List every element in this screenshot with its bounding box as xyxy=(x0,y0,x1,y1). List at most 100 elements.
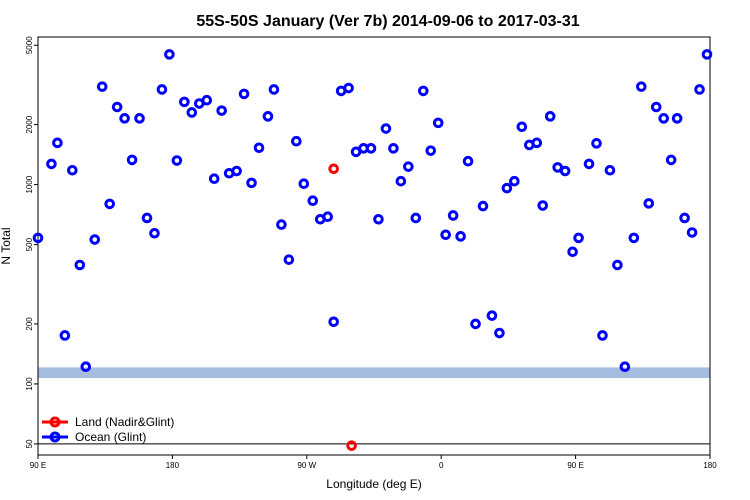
y-axis: 50 100 200 500 1000 2000 5000 xyxy=(25,36,38,448)
ocean-point xyxy=(276,219,287,230)
ocean-point xyxy=(208,173,220,185)
ocean-point xyxy=(447,210,459,221)
ocean-point xyxy=(650,101,662,113)
ocean-point xyxy=(636,81,647,92)
ocean-point xyxy=(425,145,437,156)
ocean-point xyxy=(537,200,549,211)
ocean-point xyxy=(238,88,250,100)
ocean-point xyxy=(643,198,655,209)
x-tick-label: 90 W xyxy=(297,461,316,470)
plot-area-frame xyxy=(37,36,711,456)
ocean-point xyxy=(567,246,578,258)
ocean-point xyxy=(516,121,528,133)
ocean-point xyxy=(531,137,543,149)
ocean-point xyxy=(486,310,498,321)
ocean-point xyxy=(612,259,623,271)
ocean-point xyxy=(32,232,44,244)
x-axis-label: Longitude (deg E) xyxy=(326,477,421,491)
ocean-point xyxy=(686,227,698,238)
ocean-point xyxy=(74,259,86,271)
land-point xyxy=(346,440,357,451)
ocean-point xyxy=(462,155,474,167)
x-tick-label: 90 E xyxy=(30,461,46,470)
ocean-point xyxy=(119,113,130,124)
ocean-point xyxy=(410,212,422,224)
ocean-point xyxy=(268,84,280,95)
ocean-point xyxy=(470,318,481,330)
ocean-point xyxy=(501,182,513,194)
ocean-point xyxy=(126,154,138,166)
y-tick-label: 500 xyxy=(25,237,34,251)
ocean-point xyxy=(591,138,602,149)
ocean-point xyxy=(46,158,57,170)
ocean-point xyxy=(246,177,257,189)
ocean-point xyxy=(395,175,407,187)
y-tick-label: 1000 xyxy=(25,175,34,193)
ocean-point xyxy=(298,178,310,190)
ocean-point xyxy=(494,327,505,339)
ocean-point xyxy=(417,85,429,97)
ocean-point xyxy=(432,117,444,129)
ocean-point xyxy=(149,227,160,239)
ocean-point xyxy=(455,231,466,242)
ocean-point xyxy=(671,113,683,124)
data-points xyxy=(32,49,713,451)
y-tick-label: 50 xyxy=(25,439,34,448)
ocean-point xyxy=(89,234,101,245)
y-tick-label: 100 xyxy=(25,377,34,391)
legend-land-marker xyxy=(49,416,61,428)
ocean-point xyxy=(403,161,414,172)
ocean-point xyxy=(694,84,705,95)
ocean-point xyxy=(597,330,608,341)
ocean-point xyxy=(328,316,339,328)
ocean-point xyxy=(583,158,595,170)
x-tick-label: 90 E xyxy=(567,461,583,470)
x-axis: 90 E 180 90 W 0 90 E 180 xyxy=(30,455,717,470)
legend-land-label: Land (Nadir&Glint) xyxy=(75,415,174,429)
ocean-point xyxy=(365,143,377,154)
ocean-point xyxy=(679,212,690,224)
ocean-point xyxy=(164,49,175,60)
ocean-point xyxy=(104,198,115,210)
ocean-point xyxy=(544,111,556,122)
ocean-point xyxy=(262,111,274,122)
ocean-point xyxy=(658,113,670,124)
y-axis-label: N Total xyxy=(0,227,13,264)
ocean-point xyxy=(573,232,584,244)
ocean-point xyxy=(388,143,399,154)
y-tick-label: 200 xyxy=(25,317,34,331)
ocean-point xyxy=(52,137,63,149)
ocean-point xyxy=(141,212,153,224)
ocean-point xyxy=(619,361,631,373)
ocean-point xyxy=(231,165,242,177)
ocean-point xyxy=(291,135,302,147)
highlight-band xyxy=(38,367,710,379)
ocean-point xyxy=(701,49,713,60)
ocean-point xyxy=(628,232,640,244)
legend-ocean-label: Ocean (Glint) xyxy=(75,430,146,444)
ocean-point xyxy=(604,164,616,176)
ocean-point xyxy=(59,330,71,341)
land-point xyxy=(328,163,339,175)
ocean-point xyxy=(80,361,92,373)
x-tick-label: 180 xyxy=(166,461,180,470)
ocean-point xyxy=(216,105,227,116)
ocean-point xyxy=(253,142,265,154)
ocean-point xyxy=(67,164,78,176)
ocean-point xyxy=(111,101,123,113)
ocean-point xyxy=(96,81,108,92)
ocean-point xyxy=(509,175,520,187)
ocean-point xyxy=(171,155,183,166)
chart-title: 55S-50S January (Ver 7b) 2014-09-06 to 2… xyxy=(196,13,579,30)
ocean-point xyxy=(307,195,319,207)
ocean-point xyxy=(179,96,190,108)
x-tick-label: 0 xyxy=(439,461,444,470)
ocean-point xyxy=(201,94,213,106)
ocean-point xyxy=(477,200,489,212)
ocean-point xyxy=(156,84,168,95)
x-tick-label: 180 xyxy=(703,461,717,470)
ocean-point xyxy=(343,82,354,94)
legend: Land (Nadir&Glint) Ocean (Glint) xyxy=(42,415,174,444)
ocean-point xyxy=(665,154,677,166)
